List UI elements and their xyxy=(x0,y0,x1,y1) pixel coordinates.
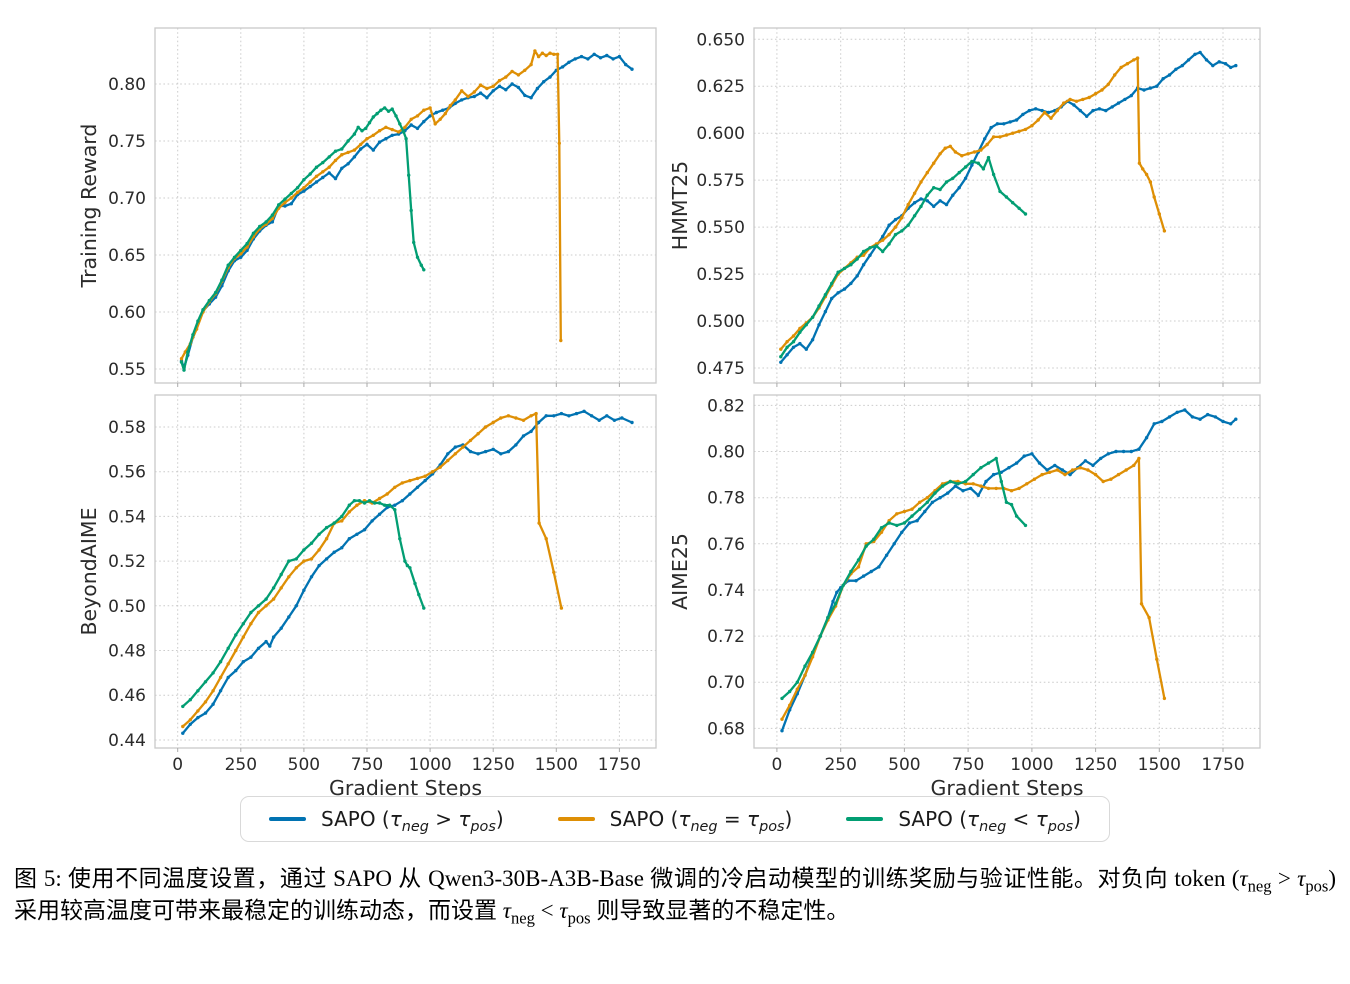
legend-label-sapo-tneg-lt-tpos: SAPO (τneg < τpos) xyxy=(898,807,1081,835)
axis-labels: 0.68 0.70 0.72 0.74 0.76 0.78 0.80 0.82 0 250 500 7… xyxy=(668,396,1245,796)
svg-text:750: 750 xyxy=(351,755,383,775)
svg-text:0.82: 0.82 xyxy=(707,396,745,416)
svg-text:0.75: 0.75 xyxy=(108,132,146,152)
svg-text:0.46: 0.46 xyxy=(108,686,146,706)
gridlines xyxy=(155,28,656,383)
series-sapo-tneg-eq-tpos xyxy=(181,411,564,729)
legend-line-swatch-orange-icon xyxy=(557,817,595,821)
series-sapo-tneg-gt-tpos xyxy=(179,52,634,370)
svg-text:0.80: 0.80 xyxy=(108,75,146,95)
svg-text:0.58: 0.58 xyxy=(108,418,146,438)
svg-text:1250: 1250 xyxy=(472,755,515,775)
svg-text:0.52: 0.52 xyxy=(108,552,146,572)
svg-text:0.48: 0.48 xyxy=(108,641,146,661)
x-tick-marks xyxy=(776,383,1224,387)
y-axis-label: Training Reward xyxy=(77,124,101,289)
axis-labels: 0.475 0.500 0.525 0.550 0.575 0.600 0.625 0.650… xyxy=(668,30,745,379)
series-sapo-tneg-lt-tpos xyxy=(779,155,1028,359)
svg-text:0.72: 0.72 xyxy=(707,627,745,647)
svg-text:0.54: 0.54 xyxy=(108,507,146,527)
axis-labels: 0.55 0.60 0.65 0.70 0.75 0.80 Training Reward xyxy=(77,75,146,380)
legend-label-sapo-tneg-gt-tpos: SAPO (τneg > τpos) xyxy=(321,807,504,835)
gridlines xyxy=(155,395,656,748)
svg-text:250: 250 xyxy=(824,755,856,775)
svg-text:0.625: 0.625 xyxy=(696,77,745,97)
series-sapo-tneg-eq-tpos xyxy=(780,456,1167,721)
x-tick-marks xyxy=(177,748,620,752)
svg-text:0.80: 0.80 xyxy=(707,442,745,462)
svg-text:500: 500 xyxy=(288,755,320,775)
series-sapo-tneg-lt-tpos xyxy=(780,456,1028,701)
svg-text:0.575: 0.575 xyxy=(696,171,745,191)
svg-text:0.74: 0.74 xyxy=(707,581,745,601)
y-axis-label: HMMT25 xyxy=(668,161,692,250)
svg-text:0.55: 0.55 xyxy=(108,360,146,380)
y-axis-label: BeyondAIME xyxy=(77,507,101,635)
x-tick-marks xyxy=(177,383,620,387)
chart-training-reward: 0.55 0.60 0.65 0.70 0.75 0.80 Training Reward xyxy=(77,27,657,387)
legend-line-swatch-blue-icon xyxy=(269,817,307,821)
svg-text:0.76: 0.76 xyxy=(707,535,745,555)
svg-text:1000: 1000 xyxy=(408,755,451,775)
legend-item-sapo-tneg-lt-tpos: SAPO (τneg < τpos) xyxy=(846,807,1081,835)
series-sapo-tneg-eq-tpos xyxy=(179,49,563,361)
figure-caption: 图 5: 使用不同温度设置，通过 SAPO 从 Qwen3-30B-A3B-Ba… xyxy=(14,866,1336,928)
svg-text:0.500: 0.500 xyxy=(696,312,745,332)
svg-text:250: 250 xyxy=(225,755,257,775)
svg-text:1500: 1500 xyxy=(535,755,578,775)
svg-text:0: 0 xyxy=(771,755,782,775)
series-sapo-tneg-gt-tpos xyxy=(780,408,1238,733)
plot-border xyxy=(753,27,1261,384)
svg-text:1250: 1250 xyxy=(1074,755,1117,775)
svg-text:0.78: 0.78 xyxy=(707,489,745,509)
svg-text:0.70: 0.70 xyxy=(707,673,745,693)
legend-line-swatch-green-icon xyxy=(846,817,884,821)
legend-item-sapo-tneg-gt-tpos: SAPO (τneg > τpos) xyxy=(269,807,504,835)
svg-text:1000: 1000 xyxy=(1010,755,1053,775)
plot-border xyxy=(154,394,657,749)
series-sapo-tneg-gt-tpos xyxy=(779,50,1238,364)
svg-text:1500: 1500 xyxy=(1138,755,1181,775)
x-tick-marks xyxy=(776,748,1224,752)
svg-text:1750: 1750 xyxy=(598,755,641,775)
svg-text:0.525: 0.525 xyxy=(696,265,745,285)
svg-text:750: 750 xyxy=(952,755,984,775)
chart-aime25: 0.68 0.70 0.72 0.74 0.76 0.78 0.80 0.82 0 250 500 7… xyxy=(668,394,1261,796)
gridlines xyxy=(754,28,1260,383)
legend-row: SAPO (τneg > τpos) SAPO (τneg = τpos) SA… xyxy=(0,796,1350,842)
gridlines xyxy=(754,395,1260,748)
svg-text:1750: 1750 xyxy=(1201,755,1244,775)
svg-text:0.50: 0.50 xyxy=(108,597,146,617)
series-sapo-tneg-lt-tpos xyxy=(179,106,426,372)
svg-text:0.70: 0.70 xyxy=(108,189,146,209)
charts-row-bottom: 0.44 0.46 0.48 0.50 0.52 0.54 0.56 0.58 0 250 500 7… xyxy=(0,388,1350,796)
y-axis-label: AIME25 xyxy=(668,533,692,610)
axis-labels: 0.44 0.46 0.48 0.50 0.52 0.54 0.56 0.58 0 250 500 7… xyxy=(77,418,641,796)
x-axis-label: Gradient Steps xyxy=(329,776,482,796)
chart-hmmt25: 0.475 0.500 0.525 0.550 0.575 0.600 0.625 0.650… xyxy=(668,27,1261,387)
legend-label-sapo-tneg-eq-tpos: SAPO (τneg = τpos) xyxy=(609,807,793,835)
svg-text:0.56: 0.56 xyxy=(108,463,146,483)
legend-item-sapo-tneg-eq-tpos: SAPO (τneg = τpos) xyxy=(557,807,793,835)
series-sapo-tneg-eq-tpos xyxy=(779,56,1167,351)
svg-text:0.68: 0.68 xyxy=(707,719,745,739)
x-axis-label: Gradient Steps xyxy=(930,776,1083,796)
series-sapo-tneg-gt-tpos xyxy=(181,409,634,735)
charts-row-top: 0.55 0.60 0.65 0.70 0.75 0.80 Training Reward … xyxy=(0,0,1350,388)
svg-text:0: 0 xyxy=(172,755,183,775)
svg-text:0.44: 0.44 xyxy=(108,731,146,751)
chart-beyondaime: 0.44 0.46 0.48 0.50 0.52 0.54 0.56 0.58 0 250 500 7… xyxy=(77,394,657,796)
series-sapo-tneg-lt-tpos xyxy=(181,499,426,709)
plot-border xyxy=(154,27,657,384)
svg-text:0.600: 0.600 xyxy=(696,124,745,144)
svg-text:500: 500 xyxy=(888,755,920,775)
svg-text:0.65: 0.65 xyxy=(108,246,146,266)
plot-border xyxy=(753,394,1261,749)
svg-text:0.650: 0.650 xyxy=(696,30,745,50)
svg-text:0.475: 0.475 xyxy=(696,359,745,379)
legend-box: SAPO (τneg > τpos) SAPO (τneg = τpos) SA… xyxy=(240,796,1110,842)
svg-text:0.60: 0.60 xyxy=(108,303,146,323)
svg-text:0.550: 0.550 xyxy=(696,218,745,238)
